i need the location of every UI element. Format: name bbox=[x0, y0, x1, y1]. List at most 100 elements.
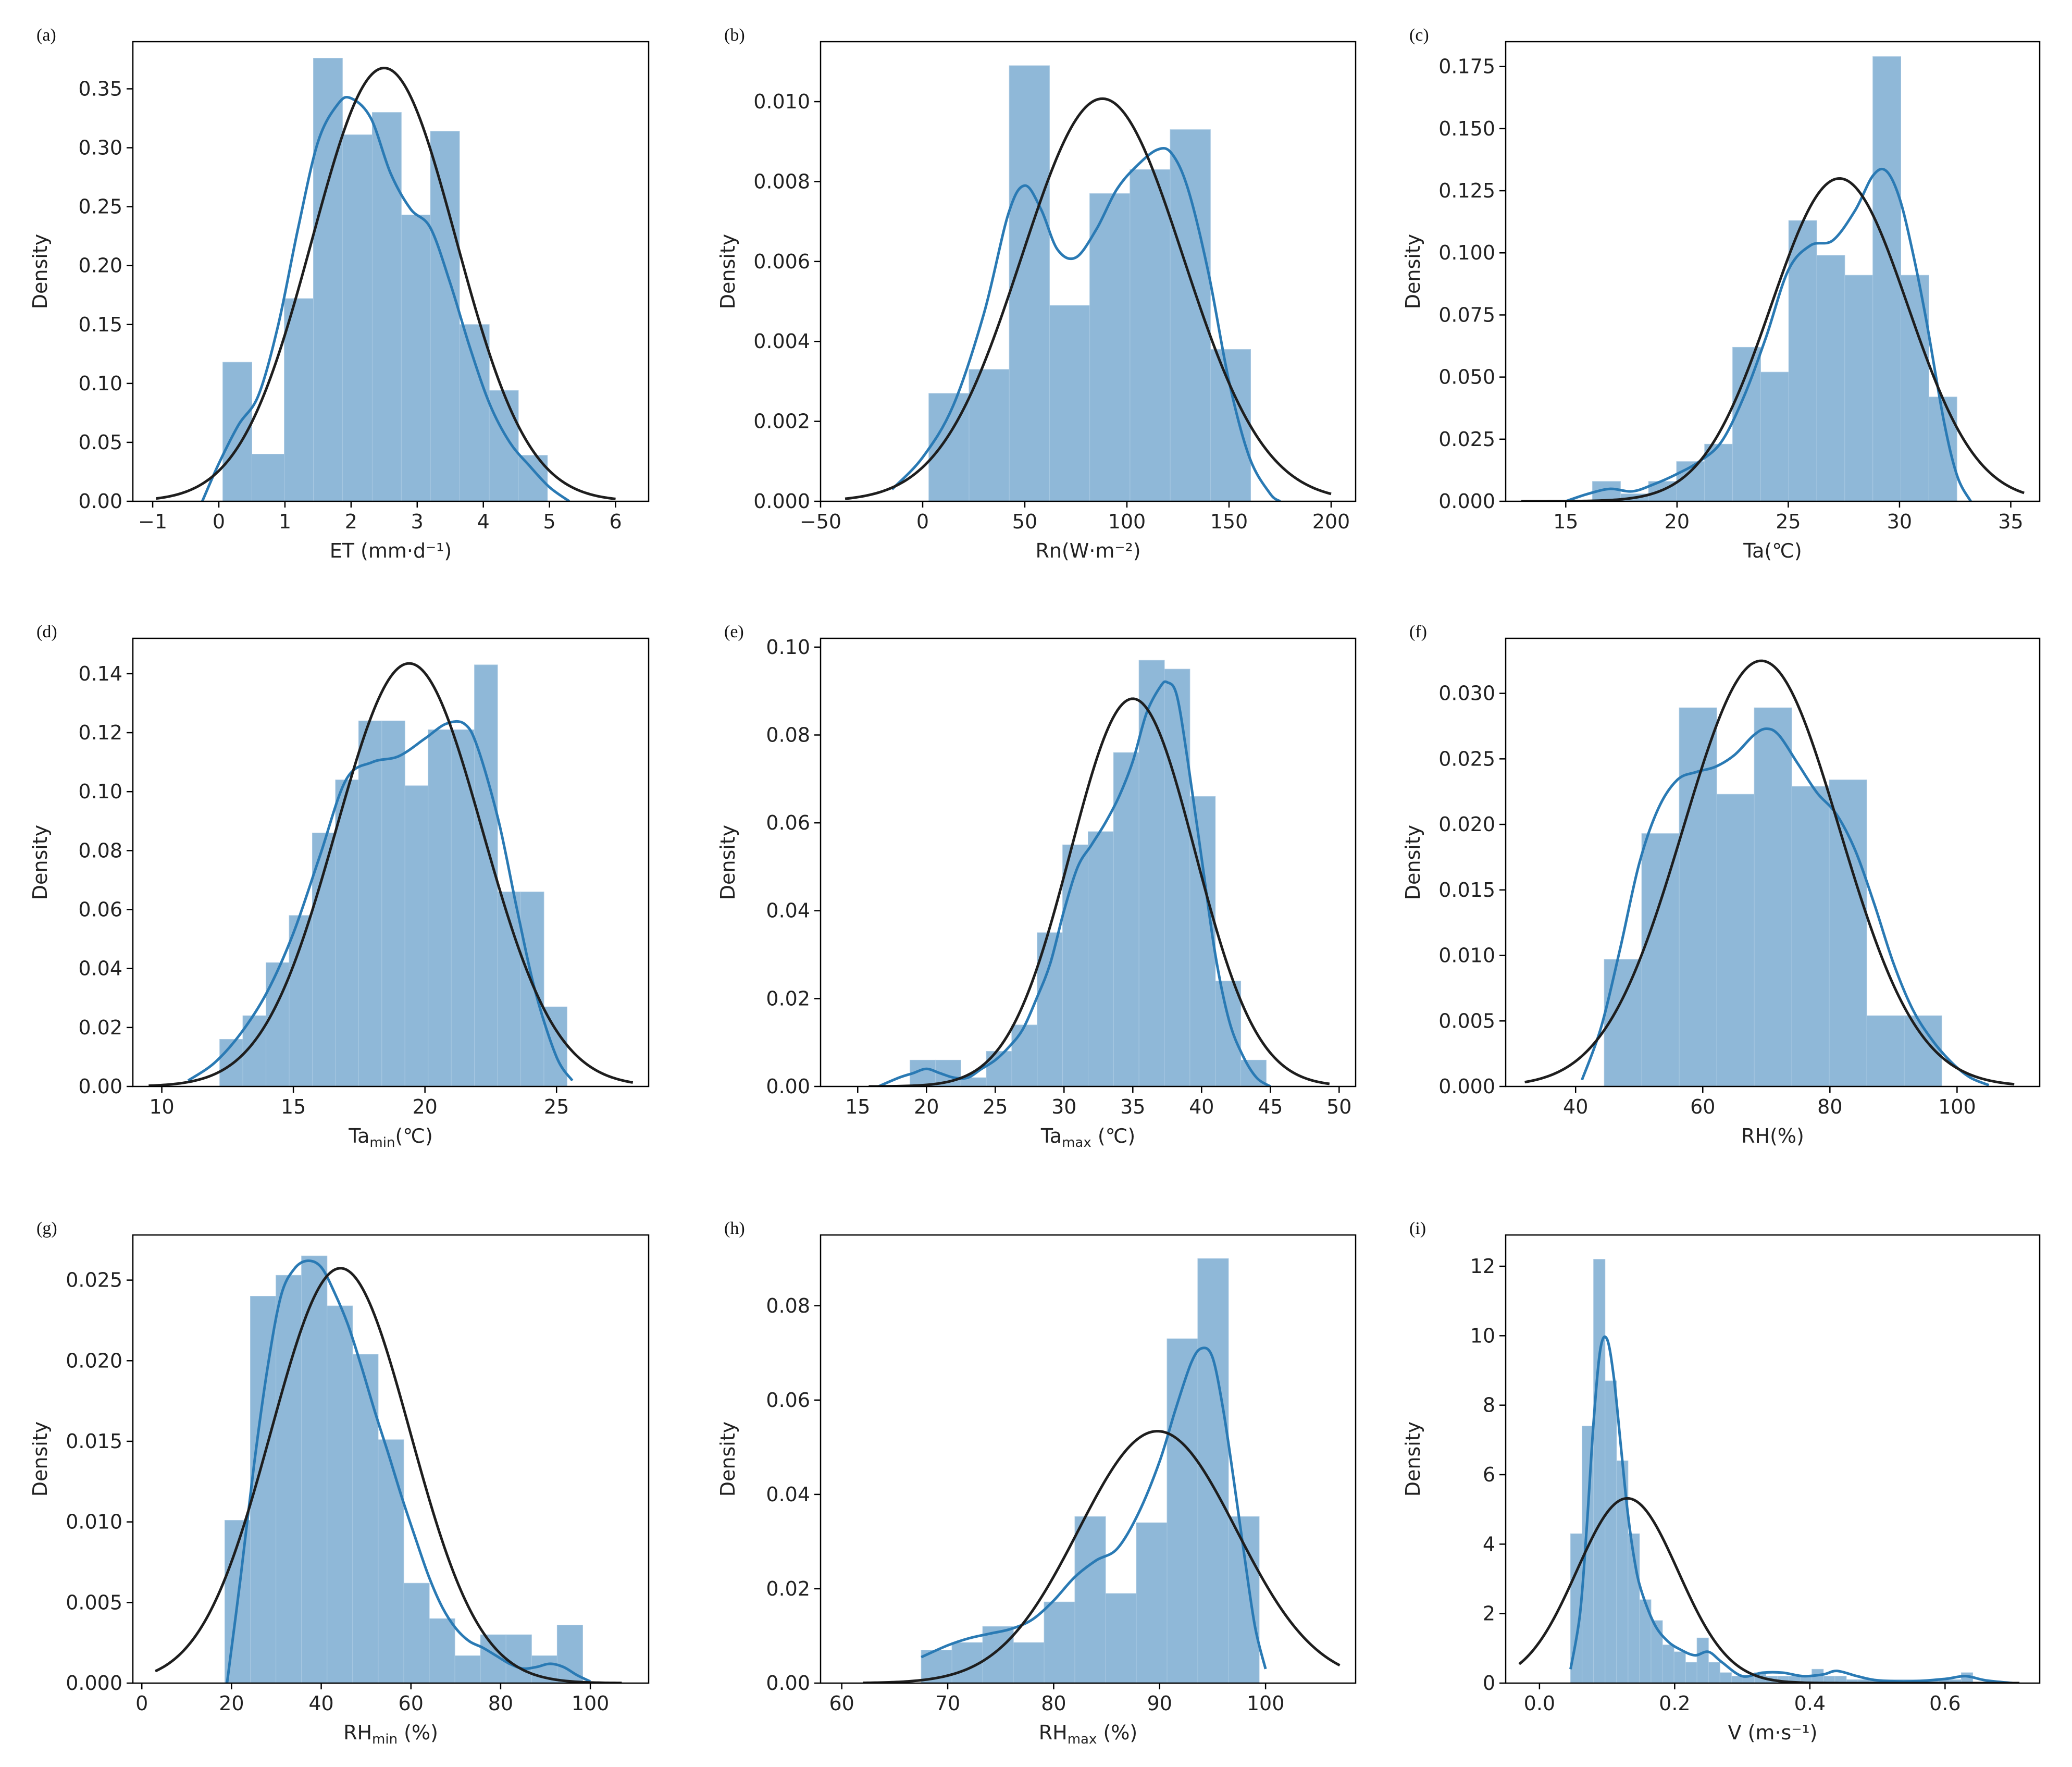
x-tick-label: 40 bbox=[1563, 1095, 1588, 1118]
y-tick-label: 0.150 bbox=[1438, 117, 1495, 140]
y-tick-label: 0.10 bbox=[78, 780, 122, 803]
histogram-bar bbox=[1708, 1662, 1720, 1683]
histogram-bar bbox=[1641, 833, 1680, 1086]
x-tick-label: 0 bbox=[213, 510, 225, 533]
axes-frame bbox=[1505, 41, 2041, 502]
y-tick-label: 0.175 bbox=[1438, 55, 1495, 78]
y-tick-label: 0.025 bbox=[66, 1269, 122, 1292]
kde-curve bbox=[1569, 1335, 2013, 1683]
normal-fit-curve bbox=[1521, 177, 2025, 501]
x-tick-label: 0.4 bbox=[1794, 1692, 1826, 1715]
x-tick-label: 80 bbox=[1817, 1095, 1842, 1118]
histogram-bar bbox=[1704, 443, 1733, 501]
panel-label: (a) bbox=[36, 26, 56, 45]
y-tick-label: 0.125 bbox=[1438, 179, 1495, 202]
x-tick-label: 10 bbox=[149, 1095, 174, 1118]
y-tick-label: 0.000 bbox=[1438, 490, 1495, 513]
y-tick-label: 0.025 bbox=[1438, 428, 1495, 451]
histogram-bar bbox=[381, 720, 405, 1086]
x-tick-label: 100 bbox=[572, 1692, 610, 1715]
x-axis-label: RHmin (%) bbox=[343, 1721, 438, 1747]
histogram-bar bbox=[474, 664, 498, 1086]
kde-curve bbox=[187, 720, 574, 1082]
histogram-bar bbox=[1074, 1516, 1106, 1683]
histogram-bar bbox=[1044, 1601, 1075, 1683]
y-tick-label: 0.000 bbox=[753, 490, 810, 513]
x-tick-label: 60 bbox=[829, 1692, 854, 1715]
x-axis-label: V (m·s⁻¹) bbox=[1728, 1721, 1818, 1744]
y-tick-label: 0.00 bbox=[766, 1075, 810, 1098]
y-tick-label: 0.010 bbox=[1438, 944, 1495, 967]
histogram-bar bbox=[982, 1626, 1014, 1683]
histogram-bar bbox=[1013, 1642, 1045, 1683]
normal-fit-curve bbox=[845, 97, 1332, 500]
histogram-bar bbox=[520, 892, 544, 1086]
x-tick-label: −1 bbox=[138, 510, 167, 533]
histogram-bar bbox=[327, 1305, 353, 1683]
y-tick-label: 0.06 bbox=[766, 811, 810, 834]
x-tick-label: 5 bbox=[543, 510, 556, 533]
x-tick-label: 100 bbox=[1108, 510, 1146, 533]
y-tick-label: 10 bbox=[1470, 1324, 1495, 1347]
y-tick-label: 0.008 bbox=[753, 170, 810, 193]
histogram-bar bbox=[1679, 707, 1717, 1086]
y-tick-label: 0.015 bbox=[66, 1430, 122, 1453]
y-tick-label: 0.005 bbox=[66, 1591, 122, 1614]
histogram-bar bbox=[430, 131, 460, 501]
histogram-bar bbox=[1816, 255, 1845, 501]
x-tick-label: 50 bbox=[1012, 510, 1037, 533]
panel-7: 0 20 40 60 80 100 0.000 0.005 0.010 0.015 0.020 0.0… bbox=[29, 1219, 650, 1747]
histogram-bars bbox=[222, 58, 548, 501]
normal-fit-curve bbox=[148, 662, 634, 1086]
histogram-bar bbox=[301, 1255, 328, 1683]
histogram-bar bbox=[1662, 1645, 1674, 1683]
histogram-bars bbox=[928, 65, 1251, 501]
histogram-bar bbox=[1760, 372, 1789, 501]
x-tick-label: 4 bbox=[477, 510, 490, 533]
histogram-bar bbox=[1009, 65, 1050, 501]
panel-8: 60 70 80 90 100 0.00 0.02 0.04 0.06 0.08 RHmax (%)… bbox=[716, 1219, 1357, 1747]
y-tick-label: 0.000 bbox=[66, 1672, 122, 1695]
y-tick-label: 0.00 bbox=[766, 1672, 810, 1695]
histogram-bar bbox=[1696, 1637, 1709, 1683]
y-tick-label: 0.06 bbox=[766, 1389, 810, 1412]
histogram-bar bbox=[1228, 1516, 1260, 1683]
x-tick-label: 20 bbox=[219, 1692, 244, 1715]
x-tick-label: 6 bbox=[609, 510, 622, 533]
histogram-bar bbox=[371, 112, 402, 501]
panel-2: −50 0 50 100 150 200 0.000 0.002 0.004 0.006 0.008… bbox=[716, 26, 1357, 562]
x-tick-label: 25 bbox=[544, 1095, 569, 1118]
y-tick-label: 0.000 bbox=[1438, 1075, 1495, 1098]
x-tick-label: 15 bbox=[281, 1095, 306, 1118]
histogram-bar bbox=[1829, 780, 1867, 1086]
panel-label: (c) bbox=[1409, 26, 1429, 45]
histogram-bars bbox=[1592, 56, 1957, 501]
histogram-bar bbox=[1872, 56, 1901, 501]
x-tick-label: 35 bbox=[1998, 510, 2023, 533]
y-tick-label: 4 bbox=[1483, 1533, 1495, 1555]
x-tick-label: 80 bbox=[1041, 1692, 1066, 1715]
x-tick-label: 35 bbox=[1120, 1095, 1145, 1118]
x-tick-label: 150 bbox=[1210, 510, 1248, 533]
y-tick-label: 0.025 bbox=[1438, 747, 1495, 770]
histogram-bar bbox=[352, 1354, 379, 1683]
x-axis-label: Tamax (℃) bbox=[1040, 1125, 1135, 1151]
panel-6: 40 60 80 100 0.000 0.005 0.010 0.015 0.020 0.025 0… bbox=[1401, 622, 2041, 1147]
panel-label: (i) bbox=[1409, 1219, 1426, 1238]
y-tick-label: 0 bbox=[1483, 1672, 1495, 1695]
panel-label: (h) bbox=[724, 1219, 745, 1238]
y-axis-label: Density bbox=[29, 825, 52, 900]
x-tick-label: 20 bbox=[412, 1095, 437, 1118]
x-tick-label: 20 bbox=[914, 1095, 939, 1118]
y-tick-label: 0.05 bbox=[78, 431, 122, 454]
y-tick-label: 0.15 bbox=[78, 313, 122, 336]
histogram-bar bbox=[313, 58, 343, 501]
x-axis-label: Tamin(℃) bbox=[348, 1125, 433, 1151]
x-tick-label: 25 bbox=[983, 1095, 1008, 1118]
x-tick-label: 0.0 bbox=[1524, 1692, 1555, 1715]
histogram-bar bbox=[358, 720, 382, 1086]
axes-frame bbox=[1505, 1234, 2041, 1684]
y-axis-label: Density bbox=[29, 234, 52, 309]
y-tick-label: 0.10 bbox=[78, 372, 122, 395]
